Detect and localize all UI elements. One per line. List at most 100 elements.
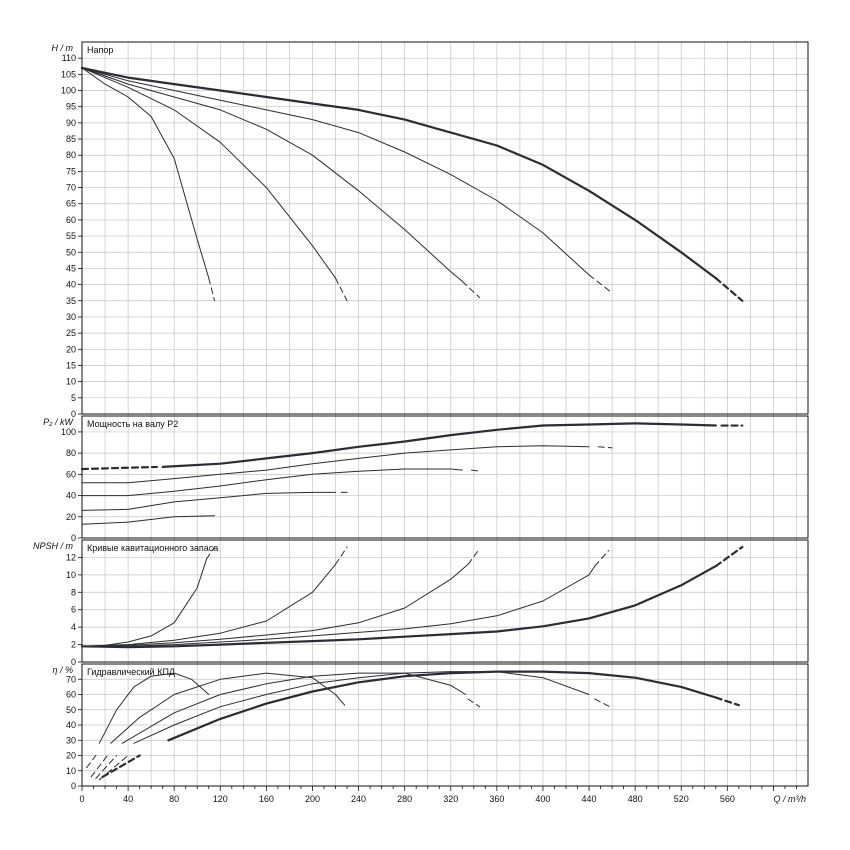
y-tick-label: 15 [66,360,76,370]
head-curve-2 [81,67,336,279]
y-tick-label: 8 [71,587,76,597]
efficiency-curve-1-dashed-extension [86,755,97,769]
y-tick-label: 20 [66,751,76,761]
y-tick-label: 55 [66,231,76,241]
y-tick-label: 60 [66,215,76,225]
head-curve-1 [81,67,210,279]
y-tick-label: 0 [71,409,76,419]
panel-frame-head [81,41,809,415]
npsh-curve-3-dashed-extension [467,548,481,565]
y-tick-label: 30 [66,312,76,322]
y-tick-label: 40 [66,280,76,290]
head-curve-1-dashed-extension [208,277,216,302]
y-tick-label: 45 [66,263,76,273]
x-tick-label: 120 [213,794,228,804]
y-tick-label: 20 [66,344,76,354]
head-curve-5 [80,66,717,280]
panel-frames [78,41,809,791]
y-tick-label: 10 [66,377,76,387]
x-tick-label: 560 [720,794,735,804]
efficiency-curve-4 [133,671,590,744]
head-curve-4 [81,67,590,276]
y-tick-label: 25 [66,328,76,338]
y-tick-label: 85 [66,134,76,144]
npsh-curve-4-dashed-extension [594,549,610,567]
npsh-curve-3 [81,563,469,647]
y-tick-label: 70 [66,183,76,193]
y-tick-label: 50 [66,705,76,715]
efficiency-curve-2 [110,672,346,744]
head-curve-3 [81,67,463,282]
x-tick-label: 400 [535,794,550,804]
y-axis-label-npsh: NPSH / m [33,541,74,551]
efficiency-curve-3-dashed-extension [95,755,118,779]
efficiency-curve-1 [98,672,210,744]
y-tick-label: 40 [66,720,76,730]
y-axis-label-power: P₂ / kW [43,417,74,427]
y-tick-label: 80 [66,150,76,160]
power-curve-1 [81,515,215,525]
panel-title-power: Мощность на валу P2 [87,419,178,429]
panel-frame-efficiency [81,663,809,787]
y-tick-label: 10 [66,766,76,776]
y-tick-label: 35 [66,296,76,306]
x-tick-label: 520 [674,794,689,804]
y-tick-label: 95 [66,102,76,112]
y-tick-label: 10 [66,570,76,580]
power-curve-3 [81,468,463,497]
head-curve-2-dashed-extension [335,277,348,302]
y-tick-label: 50 [66,247,76,257]
y-tick-label: 60 [66,690,76,700]
y-axis-label-head: H / m [52,43,74,53]
x-tick-label: 440 [582,794,597,804]
efficiency-curve-5-dashed-extension [101,754,141,778]
panel-frame-npsh [81,539,809,663]
x-tick-label: 280 [397,794,412,804]
y-tick-label: 105 [61,69,76,79]
y-axis-label-efficiency: η / % [52,665,73,675]
y-tick-label: 70 [66,674,76,684]
efficiency-curve-3 [121,672,467,744]
efficiency-curve-5-dashed-extension [714,696,740,707]
labels: 0510152025303540455055606570758085909510… [33,43,806,804]
x-tick-label: 160 [259,794,274,804]
npsh-curve-4 [81,565,596,647]
x-tick-label: 320 [443,794,458,804]
y-tick-label: 110 [62,53,76,63]
y-tick-label: 0 [71,533,76,543]
y-tick-label: 0 [71,781,76,791]
y-tick-label: 0 [71,657,76,667]
x-tick-label: 0 [79,794,84,804]
power-curve-4-dashed-extension [597,446,613,449]
power-curve-2 [81,491,336,511]
y-tick-label: 30 [66,735,76,745]
npsh-curve-1 [81,558,207,647]
efficiency-curve-5 [167,670,717,742]
y-tick-label: 6 [71,605,76,615]
y-tick-label: 75 [66,166,76,176]
x-tick-label: 240 [351,794,366,804]
y-tick-label: 12 [66,552,76,562]
x-tick-label: 40 [123,794,133,804]
y-tick-label: 100 [61,86,76,96]
power-curve-5-dashed-extension [80,465,159,471]
head-curve-4-dashed-extension [588,274,611,292]
npsh-curve-2-dashed-extension [335,546,348,565]
x-tick-label: 480 [628,794,643,804]
y-tick-label: 60 [66,469,76,479]
panel-title-head: Напор [87,45,113,55]
npsh-curve-5 [80,564,717,649]
x-axis-label: Q / m³/h [773,794,806,804]
curves [80,66,744,781]
npsh-curve-5-dashed-extension [714,545,744,568]
head-curve-5-dashed-extension [714,277,744,302]
power-curve-3-dashed-extension [471,469,481,472]
npsh-curve-2 [81,563,336,647]
head-curve-3-dashed-extension [461,280,481,299]
efficiency-curve-4-dashed-extension [594,698,611,708]
y-tick-label: 40 [66,491,76,501]
x-tick-label: 200 [305,794,320,804]
panel-title-npsh: Кривые кавитационного запаса [87,543,218,553]
efficiency-curve-2-dashed-extension [90,755,108,778]
